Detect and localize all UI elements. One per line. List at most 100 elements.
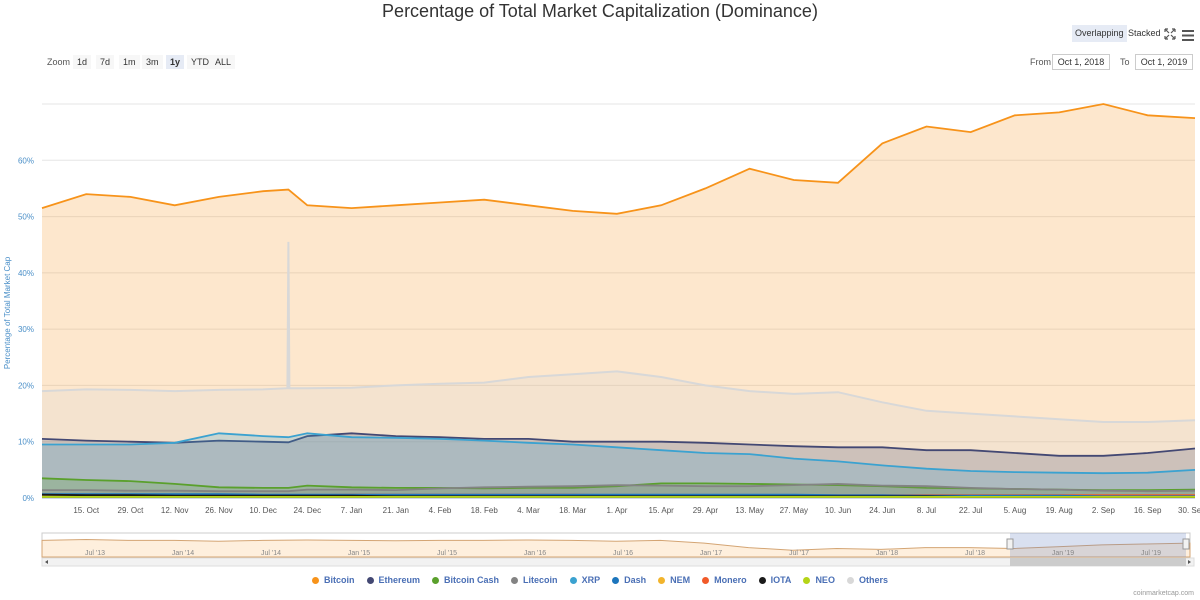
navigator-tick-label: Jul '13 — [85, 550, 105, 557]
line-bitcoin — [41, 103, 1196, 215]
navigator-tick-label: Jan '15 — [348, 550, 370, 557]
navigator-tick-label: Jan '18 — [876, 550, 898, 557]
credit-link[interactable]: coinmarketcap.com — [1133, 590, 1194, 597]
y-tick-label: 40% — [18, 269, 34, 278]
x-tick-label: 10. Jun — [825, 506, 851, 515]
x-tick-label: 2. Sep — [1092, 506, 1116, 515]
navigator-tick-label: Jul '15 — [437, 550, 457, 557]
x-tick-label: 29. Apr — [693, 506, 719, 515]
legend-item-xrp[interactable]: XRP — [569, 575, 601, 585]
zoom-ytd-button[interactable]: YTD — [187, 55, 213, 69]
legend-label: NEO — [815, 575, 835, 585]
chart-title: Percentage of Total Market Capitalizatio… — [382, 1, 818, 21]
zoom-7d-button[interactable]: 7d — [96, 55, 115, 69]
legend-item-bitcoin-cash[interactable]: Bitcoin Cash — [432, 575, 499, 585]
x-tick-label: 12. Nov — [161, 506, 189, 515]
legend-item-monero[interactable]: Monero — [702, 575, 747, 585]
line-others — [41, 241, 1196, 423]
navigator-tick-label: Jul '16 — [613, 550, 633, 557]
x-tick-label: 15. Oct — [73, 506, 100, 515]
area-xrp — [42, 433, 1195, 498]
area-bitcoin-cash — [42, 478, 1195, 498]
expand-icon[interactable] — [1164, 27, 1176, 45]
legend-label: Bitcoin Cash — [444, 575, 500, 585]
legend-item-litecoin[interactable]: Litecoin — [511, 575, 558, 585]
legend-item-nem[interactable]: NEM — [658, 575, 690, 585]
y-axis-title: Percentage of Total Market Cap — [3, 256, 12, 369]
line-xrp — [42, 432, 1196, 475]
legend-item-others[interactable]: Others — [846, 575, 888, 585]
y-tick-label: 10% — [18, 438, 34, 447]
legend-item-bitcoin[interactable]: Bitcoin — [312, 575, 355, 585]
navigator-selection[interactable] — [1010, 533, 1186, 557]
navigator-tick-label: Jan '16 — [524, 550, 546, 557]
legend-item-neo[interactable]: NEO — [803, 575, 835, 585]
scroll-right-arrow-icon[interactable] — [1188, 560, 1191, 564]
navigator-tick-label: Jul '19 — [1141, 550, 1161, 557]
legend-label: Bitcoin — [324, 575, 355, 585]
legend-item-dash[interactable]: Dash — [612, 575, 646, 585]
legend-item-ethereum[interactable]: Ethereum — [366, 575, 421, 585]
x-tick-label: 16. Sep — [1134, 506, 1162, 515]
scrollbar-thumb[interactable] — [1010, 558, 1186, 566]
legend-label: Dash — [624, 575, 647, 585]
hamburger-menu-icon[interactable] — [1182, 28, 1194, 46]
x-tick-label: 29. Oct — [118, 506, 145, 515]
x-tick-label: 8. Jul — [917, 506, 936, 515]
x-tick-label: 5. Aug — [1004, 506, 1027, 515]
legend-label: NEM — [670, 575, 691, 585]
line-ethereum — [41, 432, 1196, 457]
x-tick-label: 19. Aug — [1046, 506, 1073, 515]
x-tick-label: 10. Dec — [249, 506, 277, 515]
legend-marker — [366, 577, 374, 584]
legend-marker — [803, 577, 811, 584]
scrollbar-track[interactable] — [41, 557, 1195, 567]
line-dash — [42, 493, 1195, 498]
legend-label: XRP — [581, 575, 601, 585]
from-label: From — [1030, 57, 1051, 67]
stacked-button[interactable]: Stacked — [1128, 28, 1161, 38]
x-tick-label: 13. May — [735, 506, 763, 515]
scroll-left-arrow-icon[interactable] — [45, 560, 48, 564]
y-tick-label: 20% — [18, 381, 34, 390]
x-tick-label: 22. Jul — [959, 506, 983, 515]
navigator-handle-right[interactable] — [1182, 538, 1190, 550]
x-tick-label: 21. Jan — [383, 506, 409, 515]
zoom-1d-button[interactable]: 1d — [73, 55, 92, 69]
navigator-handle-left[interactable] — [1006, 538, 1014, 550]
legend-marker — [612, 577, 620, 584]
legend-item-iota[interactable]: IOTA — [758, 575, 792, 585]
legend-label: Ethereum — [378, 575, 421, 585]
navigator-tick-label: Jul '18 — [965, 550, 985, 557]
area-bitcoin — [42, 104, 1195, 498]
to-date-input[interactable]: Oct 1, 2019 — [1135, 54, 1193, 70]
x-tick-label: 30. Sep — [1178, 506, 1200, 515]
from-date-input[interactable]: Oct 1, 2018 — [1052, 54, 1110, 70]
x-tick-label: 27. May — [780, 506, 808, 515]
to-label: To — [1120, 57, 1130, 67]
zoom-3m-button[interactable]: 3m — [142, 55, 163, 69]
zoom-1m-button[interactable]: 1m — [119, 55, 140, 69]
legend-label: Others — [858, 575, 888, 585]
x-tick-label: 24. Dec — [294, 506, 322, 515]
legend: Bitcoin Ethereum Bitcoin Cash Litecoin XRP Da… — [0, 575, 1200, 585]
legend-marker — [702, 577, 710, 584]
legend-label: IOTA — [770, 575, 792, 585]
navigator-tick-label: Jul '14 — [261, 550, 281, 557]
navigator-tick-label: Jan '14 — [172, 550, 194, 557]
zoom-all-button[interactable]: ALL — [211, 55, 236, 69]
zoom-label: Zoom — [47, 57, 71, 67]
x-tick-label: 24. Jun — [869, 506, 895, 515]
x-tick-label: 4. Feb — [429, 506, 452, 515]
overlapping-button[interactable]: Overlapping — [1072, 25, 1127, 42]
navigator-frame — [41, 532, 1191, 558]
legend-marker — [511, 577, 519, 584]
x-tick-label: 26. Nov — [205, 506, 233, 515]
legend-label: Monero — [714, 575, 747, 585]
legend-marker — [846, 577, 854, 584]
legend-marker — [569, 577, 577, 584]
navigator-tick-label: Jul '17 — [789, 550, 809, 557]
x-tick-label: 18. Mar — [559, 506, 586, 515]
legend-marker — [758, 577, 766, 584]
zoom-1y-button[interactable]: 1y — [166, 55, 185, 69]
